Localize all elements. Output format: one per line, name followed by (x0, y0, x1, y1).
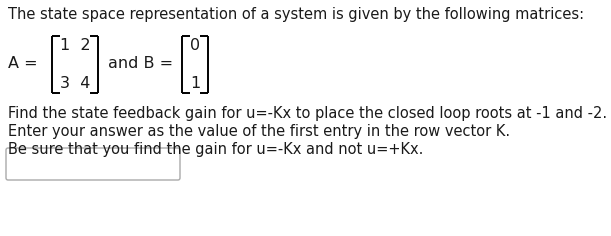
Text: and B =: and B = (108, 56, 173, 72)
Text: Enter your answer as the value of the first entry in the row vector K.: Enter your answer as the value of the fi… (8, 124, 510, 139)
Text: The state space representation of a system is given by the following matrices:: The state space representation of a syst… (8, 7, 584, 22)
Text: 3  4: 3 4 (60, 76, 90, 90)
FancyBboxPatch shape (6, 148, 180, 180)
Text: A =: A = (8, 56, 38, 72)
Text: Find the state feedback gain for u=-Kx to place the closed loop roots at -1 and : Find the state feedback gain for u=-Kx t… (8, 106, 607, 121)
Text: 1: 1 (190, 76, 200, 90)
Text: 1  2: 1 2 (60, 38, 90, 52)
Text: 0: 0 (190, 38, 200, 52)
Text: Be sure that you find the gain for u=-Kx and not u=+Kx.: Be sure that you find the gain for u=-Kx… (8, 142, 423, 157)
